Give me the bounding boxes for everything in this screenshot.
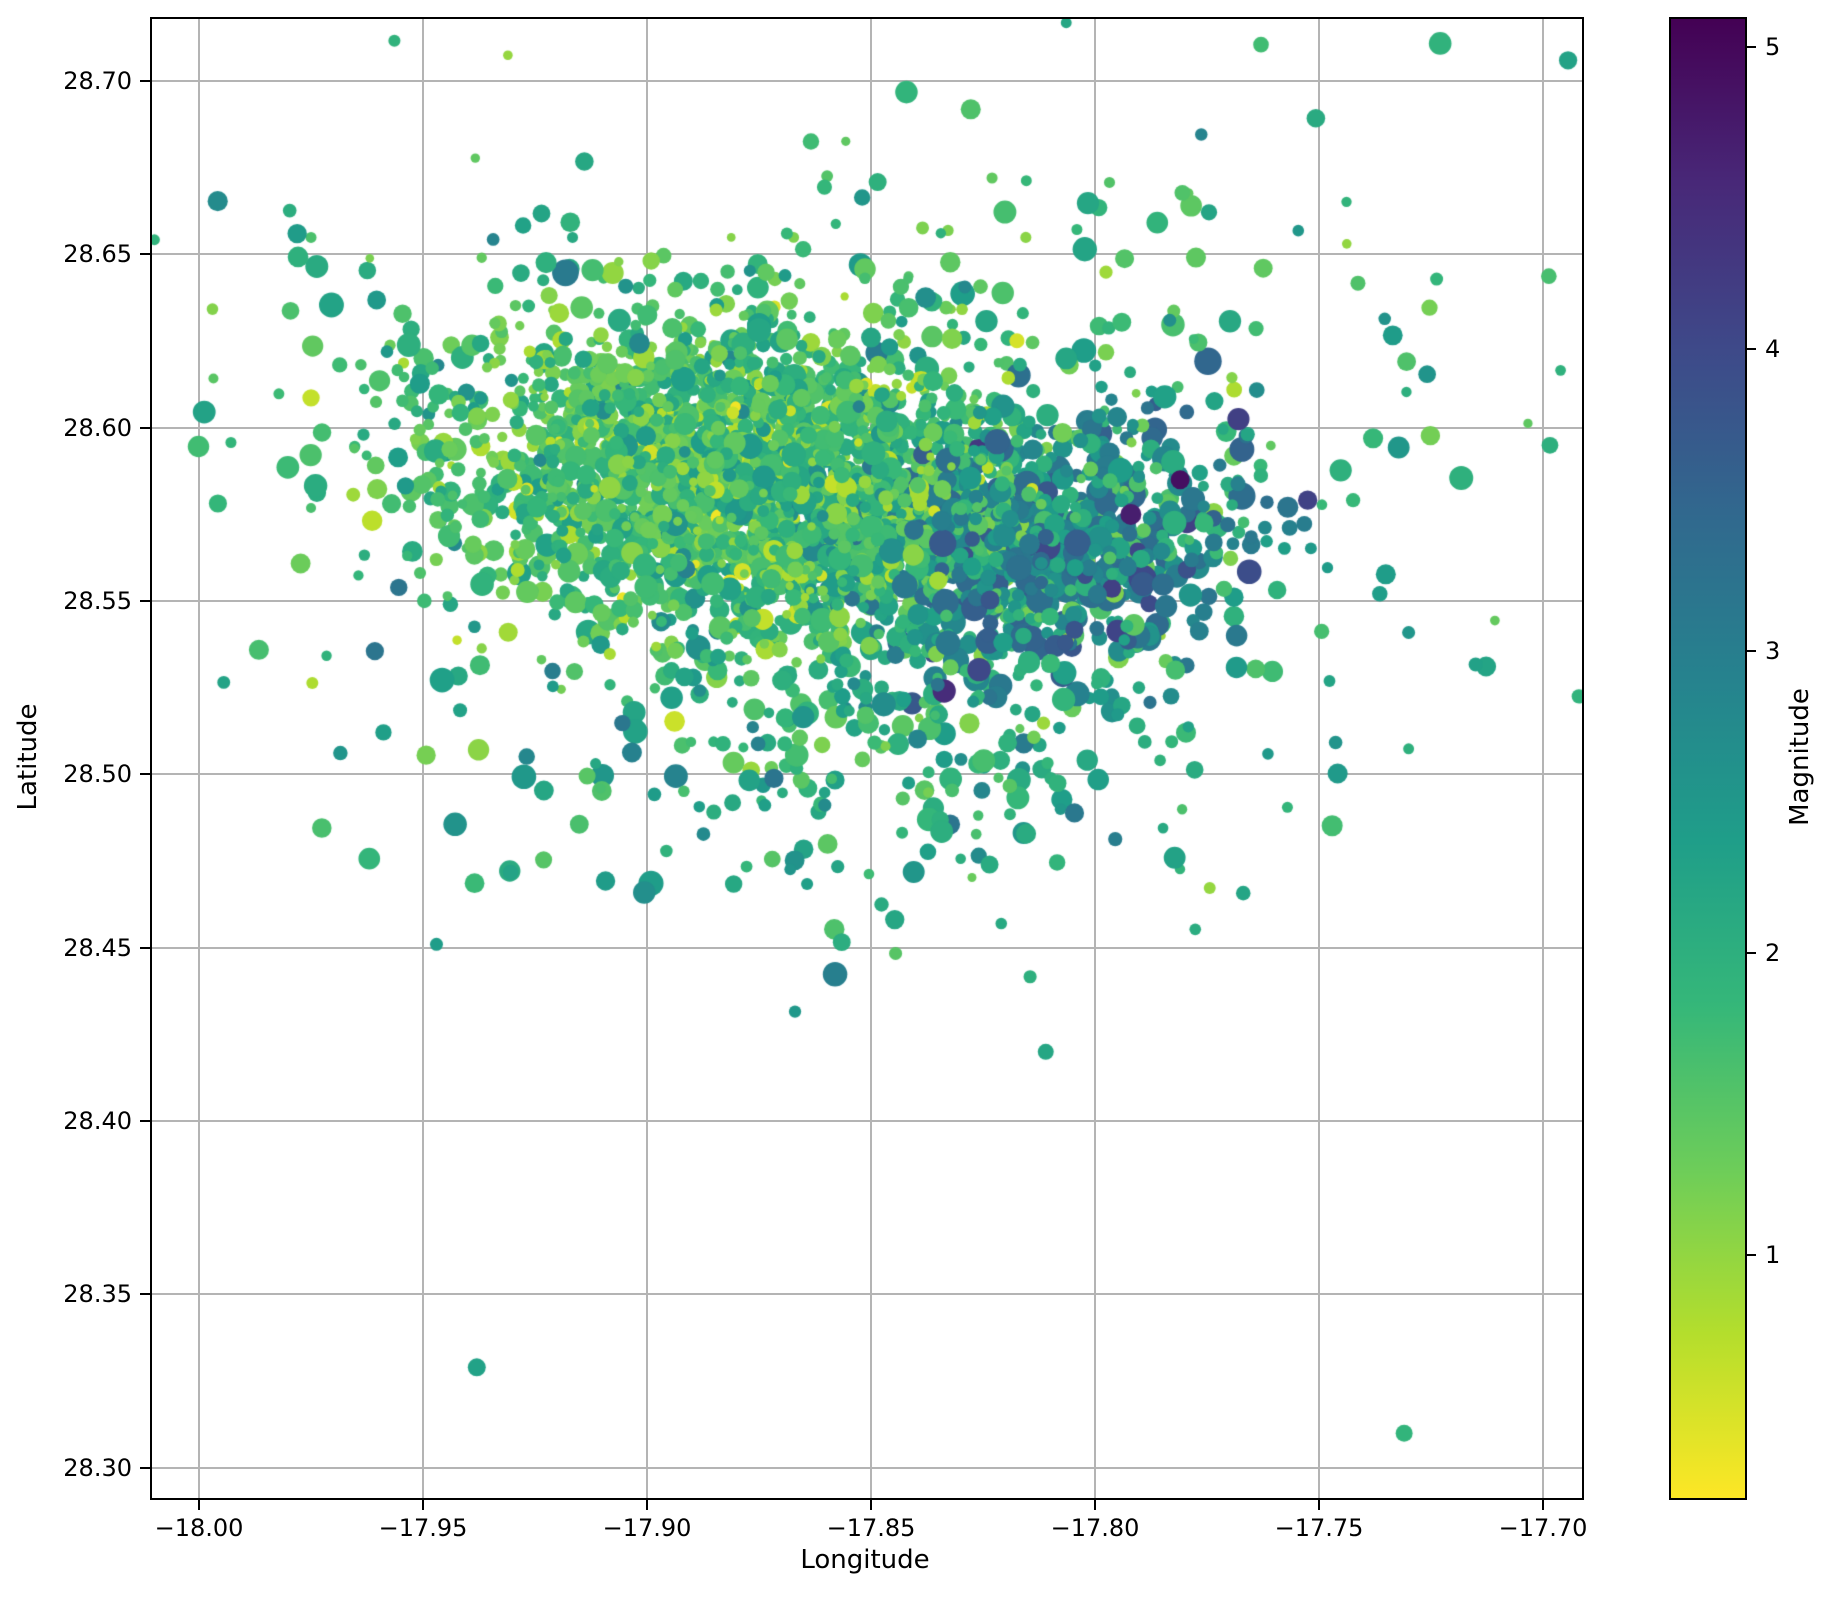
x-tick-label: −17.80	[1050, 1514, 1140, 1542]
colorbar-tick-label: 5	[1765, 33, 1781, 62]
y-axis-tick	[140, 1293, 150, 1296]
y-axis-tick	[140, 253, 150, 256]
colorbar-tick	[1747, 46, 1756, 49]
colorbar-tick-label: 2	[1765, 938, 1781, 967]
colorbar-tick	[1747, 1253, 1756, 1256]
colorbar-tick-label: 1	[1765, 1240, 1781, 1269]
x-axis-label: Longitude	[800, 1545, 930, 1575]
x-tick-label: −17.70	[1498, 1514, 1588, 1542]
y-tick-label: 28.70	[63, 67, 132, 96]
colorbar-tick	[1747, 649, 1756, 652]
x-tick-label: −17.85	[826, 1514, 916, 1542]
y-tick-label: 28.55	[63, 587, 132, 616]
y-tick-label: 28.30	[63, 1453, 132, 1482]
x-axis-tick	[1318, 1500, 1321, 1510]
colorbar-tick-label: 4	[1765, 335, 1781, 364]
y-tick-label: 28.50	[63, 760, 132, 789]
y-tick-label: 28.40	[63, 1107, 132, 1136]
y-axis-tick	[140, 426, 150, 429]
colorbar	[1669, 17, 1747, 1500]
y-axis-tick	[140, 600, 150, 603]
y-tick-label: 28.65	[63, 240, 132, 269]
scatter-points-canvas	[152, 19, 1582, 1498]
x-tick-label: −17.95	[378, 1514, 468, 1542]
x-tick-label: −18.00	[154, 1514, 244, 1542]
x-tick-label: −17.90	[602, 1514, 692, 1542]
colorbar-tick-label: 3	[1765, 636, 1781, 665]
x-tick-label: −17.75	[1274, 1514, 1364, 1542]
y-axis-tick	[140, 1120, 150, 1123]
y-axis-label: Latitude	[13, 703, 43, 811]
plot-area	[150, 17, 1584, 1500]
x-axis-tick	[646, 1500, 649, 1510]
y-tick-label: 28.60	[63, 413, 132, 442]
x-axis-tick	[870, 1500, 873, 1510]
y-axis-tick	[140, 1466, 150, 1469]
x-axis-tick	[422, 1500, 425, 1510]
x-axis-tick	[1094, 1500, 1097, 1510]
x-axis-tick	[1542, 1500, 1545, 1510]
y-tick-label: 28.35	[63, 1280, 132, 1309]
y-axis-tick	[140, 80, 150, 83]
y-axis-tick	[140, 773, 150, 776]
colorbar-tick	[1747, 348, 1756, 351]
y-tick-label: 28.45	[63, 933, 132, 962]
colorbar-tick	[1747, 951, 1756, 954]
y-axis-tick	[140, 946, 150, 949]
x-axis-tick	[198, 1500, 201, 1510]
